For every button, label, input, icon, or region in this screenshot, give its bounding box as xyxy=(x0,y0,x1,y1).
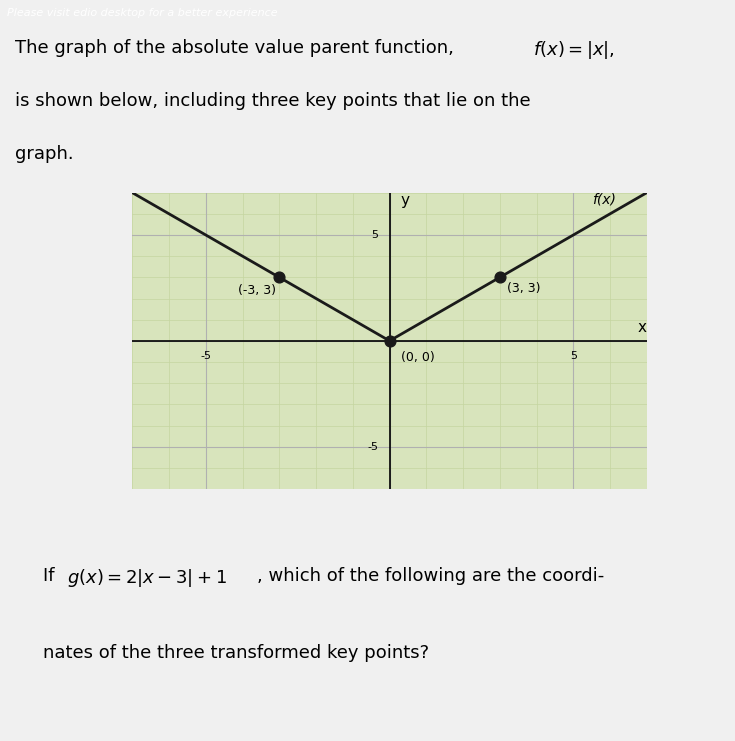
Text: 5: 5 xyxy=(570,351,577,362)
Text: If: If xyxy=(43,567,60,585)
Text: $f(x)=|x|,$: $f(x)=|x|,$ xyxy=(534,39,615,61)
Text: (0, 0): (0, 0) xyxy=(401,351,434,365)
Text: (-3, 3): (-3, 3) xyxy=(237,284,276,296)
Text: (3, 3): (3, 3) xyxy=(507,282,541,295)
Text: graph.: graph. xyxy=(15,145,74,163)
Text: x: x xyxy=(638,319,647,334)
Text: y: y xyxy=(401,193,409,207)
Point xyxy=(273,271,285,283)
Point xyxy=(384,335,395,347)
Text: The graph of the absolute value parent function,: The graph of the absolute value parent f… xyxy=(15,39,459,56)
Point xyxy=(494,271,506,283)
Text: $g(x)=2|x-3|+1$: $g(x)=2|x-3|+1$ xyxy=(67,567,227,589)
Text: Please visit edio desktop for a better experience: Please visit edio desktop for a better e… xyxy=(7,8,278,18)
Text: f(x): f(x) xyxy=(592,192,615,206)
Text: 5: 5 xyxy=(371,230,379,240)
Text: -5: -5 xyxy=(201,351,211,362)
Text: is shown below, including three key points that lie on the: is shown below, including three key poin… xyxy=(15,92,531,110)
Text: , which of the following are the coordi-: , which of the following are the coordi- xyxy=(257,567,604,585)
Text: -5: -5 xyxy=(368,442,379,452)
Text: nates of the three transformed key points?: nates of the three transformed key point… xyxy=(43,644,429,662)
